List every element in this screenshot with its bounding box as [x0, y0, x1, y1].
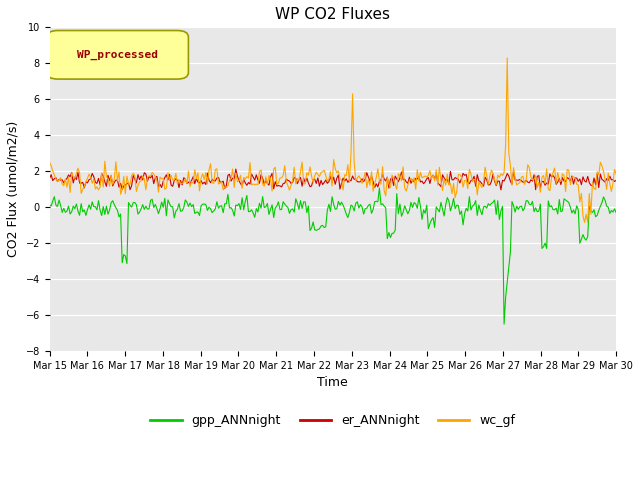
Line: er_ANNnight: er_ANNnight: [49, 169, 616, 190]
gpp_ANNnight: [612, 210, 620, 216]
X-axis label: Time: Time: [317, 376, 348, 389]
er_ANNnight: [244, 180, 252, 185]
gpp_ANNnight: [214, 205, 222, 211]
Title: WP CO2 Fluxes: WP CO2 Fluxes: [275, 7, 390, 22]
Legend: gpp_ANNnight, er_ANNnight, wc_gf: gpp_ANNnight, er_ANNnight, wc_gf: [145, 409, 520, 432]
er_ANNnight: [612, 178, 620, 183]
gpp_ANNnight: [294, 200, 301, 206]
er_ANNnight: [497, 187, 505, 193]
wc_gf: [243, 174, 251, 180]
Text: WP_processed: WP_processed: [77, 50, 158, 60]
gpp_ANNnight: [243, 192, 251, 198]
gpp_ANNnight: [45, 202, 53, 208]
Y-axis label: CO2 Flux (umol/m2/s): CO2 Flux (umol/m2/s): [7, 121, 20, 257]
Line: wc_gf: wc_gf: [49, 58, 616, 222]
wc_gf: [584, 219, 591, 225]
er_ANNnight: [45, 175, 53, 181]
gpp_ANNnight: [115, 214, 123, 220]
wc_gf: [214, 181, 222, 187]
FancyBboxPatch shape: [47, 31, 188, 79]
Line: gpp_ANNnight: gpp_ANNnight: [49, 188, 616, 324]
wc_gf: [580, 219, 588, 225]
er_ANNnight: [214, 175, 222, 180]
er_ANNnight: [232, 166, 239, 172]
wc_gf: [45, 159, 53, 165]
er_ANNnight: [115, 184, 123, 190]
wc_gf: [504, 55, 511, 61]
wc_gf: [612, 171, 620, 177]
gpp_ANNnight: [500, 321, 508, 327]
er_ANNnight: [584, 174, 591, 180]
gpp_ANNnight: [234, 203, 241, 208]
gpp_ANNnight: [584, 234, 591, 240]
wc_gf: [294, 176, 301, 181]
er_ANNnight: [235, 178, 243, 183]
wc_gf: [234, 179, 241, 185]
wc_gf: [115, 169, 123, 175]
gpp_ANNnight: [376, 185, 383, 191]
er_ANNnight: [295, 177, 303, 183]
